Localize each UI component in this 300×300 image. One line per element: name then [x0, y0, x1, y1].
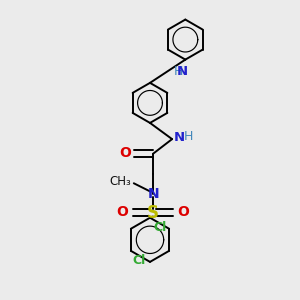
Text: N: N: [174, 131, 185, 144]
Text: N: N: [148, 187, 159, 201]
Text: O: O: [119, 146, 131, 160]
Text: Cl: Cl: [132, 254, 146, 267]
Text: H: H: [183, 130, 193, 143]
Text: H: H: [174, 65, 183, 78]
Text: O: O: [117, 205, 128, 219]
Text: S: S: [147, 204, 159, 222]
Text: O: O: [177, 205, 189, 219]
Text: N: N: [176, 65, 188, 78]
Text: CH₃: CH₃: [109, 175, 131, 188]
Text: Cl: Cl: [154, 221, 167, 234]
